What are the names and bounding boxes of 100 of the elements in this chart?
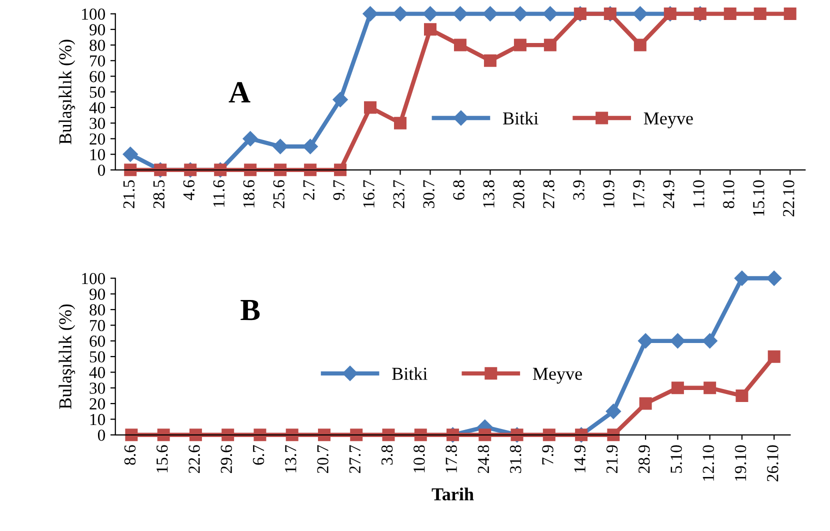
point	[122, 146, 138, 162]
x-tick-label: 21.9	[606, 445, 618, 474]
x-tick-label: 5.10	[670, 445, 682, 473]
point	[670, 333, 686, 348]
x-tick-label: 31.8	[510, 445, 522, 473]
legend-label: Bitki	[503, 112, 538, 125]
point	[734, 270, 750, 286]
x-tick-label: 27.8	[543, 180, 554, 208]
annotation: A	[228, 82, 250, 102]
y-axis-title: Bulaşıklık (%)	[58, 304, 76, 409]
y-tick-label: 10	[90, 414, 106, 426]
point	[222, 428, 234, 442]
point	[189, 428, 202, 442]
point	[382, 428, 395, 442]
x-tick-label: 9.7	[333, 180, 345, 200]
legend-label: Bitki	[392, 367, 428, 380]
point	[254, 428, 266, 442]
x-tick-label: 16.7	[363, 180, 375, 208]
y-axis-title: Bulaşıklık (%)	[58, 40, 76, 144]
point	[478, 428, 492, 442]
point	[514, 38, 526, 52]
point	[632, 6, 648, 22]
x-tick-label: 17.8	[446, 445, 458, 472]
x-tick-label: 21.5	[123, 180, 135, 208]
y-tick-label: 80	[90, 304, 106, 316]
point	[362, 6, 378, 22]
point	[724, 8, 736, 20]
point	[364, 101, 377, 114]
point	[704, 382, 716, 394]
y-tick-label: 100	[82, 8, 106, 20]
x-tick-label: 2.7	[303, 180, 315, 200]
x-tick-label: 22.6	[188, 445, 200, 474]
point	[736, 389, 748, 402]
x-tick-label: 25.6	[273, 180, 285, 208]
y-tick-label: 70	[90, 320, 106, 332]
x-tick-label: 6.8	[453, 180, 464, 200]
x-tick-label: 20.7	[317, 445, 328, 474]
y-tick-label: 0	[98, 430, 106, 441]
point	[414, 428, 427, 442]
x-tick-label: 13.8	[483, 180, 494, 208]
point	[671, 382, 684, 394]
point	[606, 404, 621, 419]
x-tick-label: 22.10	[783, 180, 794, 216]
point	[454, 38, 466, 52]
x-tick-label: 10.9	[603, 180, 614, 208]
y-tick-label: 10	[90, 149, 106, 160]
x-tick-label: 19.10	[734, 445, 746, 481]
x-tick-label: 24.9	[663, 180, 674, 208]
point	[332, 92, 348, 108]
point	[544, 38, 556, 52]
point	[244, 164, 257, 176]
point	[424, 23, 436, 36]
x-tick-label: 17.9	[633, 180, 644, 208]
legend-label: Meyve	[644, 112, 693, 128]
point	[392, 6, 408, 22]
x-tick-label: 7.9	[542, 445, 554, 464]
point	[157, 428, 170, 442]
x-tick-label: 18.6	[243, 180, 255, 208]
x-tick-label: 8.10	[723, 180, 734, 208]
point	[512, 6, 528, 22]
point	[634, 38, 646, 52]
point	[286, 428, 298, 442]
point	[422, 6, 438, 22]
x-tick-label: 3.9	[573, 180, 584, 200]
x-tick-label: 26.10	[767, 445, 778, 482]
x-tick-label: 3.8	[381, 445, 393, 465]
point	[242, 131, 258, 146]
point	[452, 6, 468, 22]
point	[394, 116, 407, 130]
x-tick-label: 15.6	[156, 445, 168, 472]
legend-label: Meyve	[532, 368, 582, 384]
point	[754, 8, 766, 20]
x-tick-label: 8.6	[124, 445, 136, 465]
x-tick-label: 11.6	[213, 180, 225, 207]
x-tick-label: 13.7	[285, 445, 296, 472]
x-tick-label: 4.6	[183, 180, 195, 200]
point	[784, 8, 796, 20]
point	[274, 164, 287, 176]
x-tick-label: 1.10	[693, 180, 704, 208]
y-tick-label: 20	[90, 133, 106, 145]
y-tick-label: 40	[89, 366, 106, 378]
x-tick-label: 12.10	[702, 445, 714, 481]
point	[272, 138, 288, 154]
x-axis-title: Tarih	[432, 488, 474, 500]
x-tick-label: 27.7	[349, 445, 361, 474]
x-tick-label: 10.8	[414, 445, 425, 472]
y-tick-label: 40	[89, 102, 106, 114]
x-tick-label: 23.7	[393, 180, 405, 208]
point	[607, 428, 620, 442]
y-tick-label: 50	[90, 86, 106, 98]
y-tick-label: 60	[90, 336, 106, 347]
point	[482, 6, 498, 22]
point	[334, 164, 347, 176]
point	[542, 6, 558, 22]
y-tick-label: 90	[90, 288, 106, 300]
x-tick-label: 6.7	[252, 445, 264, 465]
point	[638, 333, 654, 348]
point	[318, 428, 330, 442]
y-tick-label: 30	[90, 118, 106, 130]
x-tick-label: 30.7	[423, 180, 434, 208]
